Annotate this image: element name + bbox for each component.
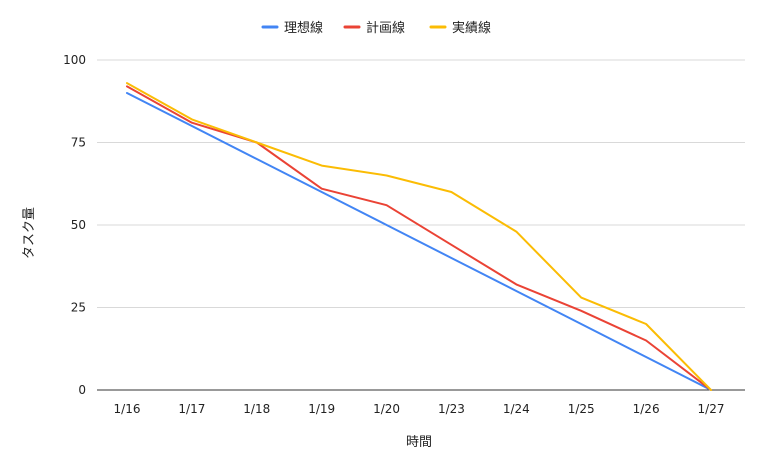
x-tick-label: 1/24 [503,402,530,416]
x-tick-label: 1/19 [308,402,335,416]
x-tick-label: 1/17 [178,402,205,416]
x-tick-label: 1/23 [438,402,465,416]
series-line-1 [126,92,712,391]
chart-series [126,82,712,391]
legend-item-1: 理想線 [261,20,323,36]
series-line-3 [126,82,712,391]
x-tick-label: 1/18 [243,402,270,416]
legend-label: 実績線 [452,20,491,36]
legend-item-2: 計画線 [343,20,405,36]
x-tick-label: 1/26 [633,402,660,416]
legend-label: 計画線 [366,20,405,36]
y-axis-title: タスク量 [22,207,37,259]
legend-label: 理想線 [284,20,323,36]
legend-item-3: 実績線 [429,20,491,36]
x-axis-title: 時間 [406,435,432,450]
y-tick-label: 25 [71,301,86,315]
y-tick-label: 100 [63,53,86,67]
x-tick-label: 1/25 [568,402,595,416]
x-tick-label: 1/16 [114,402,141,416]
chart-gridlines [97,59,745,391]
chart-legend: 理想線 計画線 実績線 [261,20,491,36]
x-tick-label: 1/27 [698,402,725,416]
y-tick-label: 50 [71,218,86,232]
y-axis-ticks: 0 25 50 75 100 [63,53,86,397]
series-line-2 [126,85,712,391]
x-axis-ticks: 1/16 1/17 1/18 1/19 1/20 1/23 1/24 1/25 1/26 1/27 [114,402,725,416]
x-tick-label: 1/20 [373,402,400,416]
y-tick-label: 0 [78,383,86,397]
y-tick-label: 75 [71,136,86,150]
